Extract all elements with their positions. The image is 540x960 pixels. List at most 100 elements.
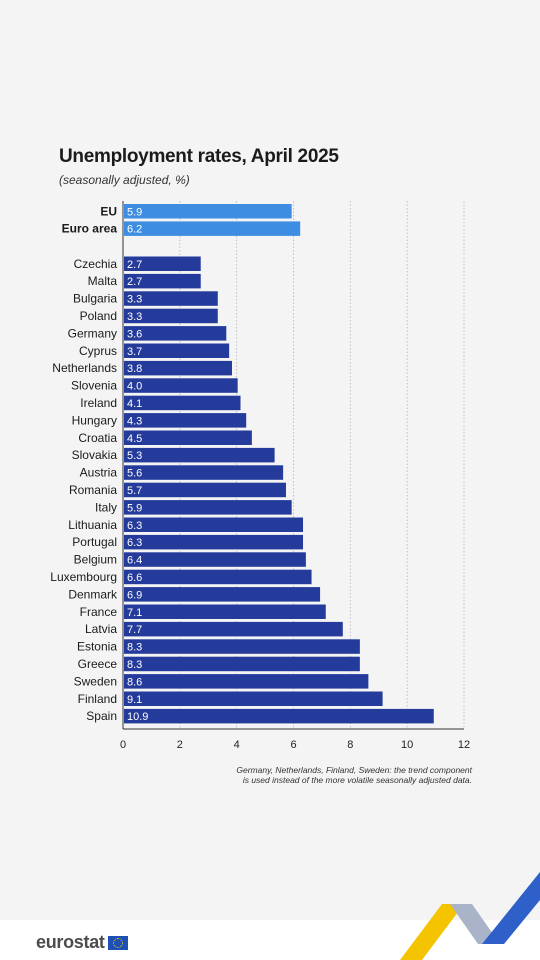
country-bar xyxy=(124,308,218,324)
footnote: Germany, Netherlands, Finland, Sweden: t… xyxy=(212,765,472,785)
value-label: 5.3 xyxy=(127,450,142,462)
decorative-stripes-icon xyxy=(400,872,540,960)
x-axis: 0 2 4 6 8 10 12 xyxy=(120,201,470,751)
country-bar xyxy=(124,691,383,706)
country-bar xyxy=(124,656,360,672)
category-label: Latvia xyxy=(85,622,117,636)
value-label: 3.6 xyxy=(127,328,142,340)
chart-subtitle: (seasonally adjusted, %) xyxy=(59,173,190,187)
country-bar xyxy=(124,360,232,376)
category-label: Denmark xyxy=(68,587,118,601)
country-bar xyxy=(124,587,321,602)
value-label: 4.0 xyxy=(127,381,142,393)
country-bar xyxy=(124,621,343,637)
grid-lines xyxy=(179,201,465,729)
country-bar xyxy=(124,552,306,567)
x-tick-label: 6 xyxy=(290,739,296,751)
category-label: Czechia xyxy=(74,257,118,271)
country-bar xyxy=(124,500,292,515)
value-label: 5.9 xyxy=(127,206,142,218)
country-bar xyxy=(124,395,241,411)
country-bar xyxy=(124,465,284,480)
value-label: 3.8 xyxy=(127,363,142,375)
value-label: 9.1 xyxy=(127,694,142,706)
country-bar xyxy=(124,569,312,585)
country-bar xyxy=(124,674,369,689)
value-label: 2.7 xyxy=(127,259,142,271)
value-label: 6.6 xyxy=(127,572,142,584)
category-label: Euro area xyxy=(62,222,118,236)
footnote-line-1: Germany, Netherlands, Finland, Sweden: t… xyxy=(236,765,472,775)
value-label: 10.9 xyxy=(127,711,148,723)
value-label: 2.7 xyxy=(127,276,142,288)
value-label: 7.1 xyxy=(127,607,142,619)
category-label: EU xyxy=(100,204,117,218)
country-bar xyxy=(124,326,227,341)
bars: 5.9 EU 6.2 Euro area 2.7 Czechia 2.7 Malta 3.3 Bu… xyxy=(50,204,434,724)
country-bar xyxy=(124,256,201,271)
category-label: Finland xyxy=(78,692,117,706)
country-bar xyxy=(124,378,238,393)
country-bar xyxy=(124,534,304,550)
value-label: 3.3 xyxy=(127,294,142,306)
category-label: Lithuania xyxy=(68,518,117,532)
eurostat-logo: eurostat xyxy=(36,932,128,953)
country-bar xyxy=(124,708,434,724)
value-label: 6.3 xyxy=(127,520,142,532)
category-label: Slovakia xyxy=(72,448,118,462)
value-label: 4.3 xyxy=(127,415,142,427)
country-bar xyxy=(124,291,218,306)
category-label: Greece xyxy=(78,657,118,671)
category-label: Bulgaria xyxy=(73,292,117,306)
value-label: 5.6 xyxy=(127,468,142,480)
value-label: 7.7 xyxy=(127,624,142,636)
chart-title: Unemployment rates, April 2025 xyxy=(59,146,339,167)
country-bar xyxy=(124,604,326,619)
value-label: 8.3 xyxy=(127,659,142,671)
value-label: 6.9 xyxy=(127,589,142,601)
category-label: Hungary xyxy=(72,413,117,427)
yellow-stripe-icon xyxy=(400,904,464,960)
country-bar xyxy=(124,447,275,463)
category-label: Cyprus xyxy=(79,344,117,358)
category-label: Spain xyxy=(86,709,117,723)
footnote-line-2: is used instead of the more volatile sea… xyxy=(242,775,472,785)
country-bar xyxy=(124,343,230,358)
country-bar xyxy=(124,517,304,532)
category-label: Malta xyxy=(88,274,118,288)
x-tick-label: 0 xyxy=(120,739,126,751)
logo-text: eurostat xyxy=(36,932,105,952)
grey-stripe-icon xyxy=(450,904,500,944)
aggregate-bar xyxy=(124,204,292,219)
blue-stripe-icon xyxy=(482,872,540,944)
category-label: Netherlands xyxy=(52,361,117,375)
country-bar xyxy=(124,639,360,654)
value-label: 4.1 xyxy=(127,398,142,410)
value-label: 6.2 xyxy=(127,224,142,236)
value-label: 3.3 xyxy=(127,311,142,323)
aggregate-bar xyxy=(124,221,301,236)
eu-flag-icon xyxy=(107,935,128,950)
category-label: Slovenia xyxy=(71,379,117,393)
category-label: Italy xyxy=(95,500,117,514)
category-label: Poland xyxy=(80,309,117,323)
category-label: France xyxy=(80,605,118,619)
value-label: 6.3 xyxy=(127,537,142,549)
value-label: 3.7 xyxy=(127,346,142,358)
category-label: Sweden xyxy=(74,674,117,688)
category-label: Luxembourg xyxy=(50,570,117,584)
value-label: 5.7 xyxy=(127,485,142,497)
value-label: 8.6 xyxy=(127,676,142,688)
value-label: 4.5 xyxy=(127,433,142,445)
footer xyxy=(0,920,540,960)
category-label: Austria xyxy=(80,466,118,480)
category-label: Ireland xyxy=(80,396,117,410)
bar-chart: 5.9 EU 6.2 Euro area 2.7 Czechia 2.7 Malta 3.3 Bu… xyxy=(50,201,470,751)
value-label: 8.3 xyxy=(127,642,142,654)
x-tick-label: 2 xyxy=(177,739,183,751)
x-tick-label: 8 xyxy=(347,739,353,751)
x-tick-label: 10 xyxy=(401,739,413,751)
country-bar xyxy=(124,273,201,289)
category-label: Croatia xyxy=(78,431,117,445)
category-label: Germany xyxy=(68,326,117,340)
